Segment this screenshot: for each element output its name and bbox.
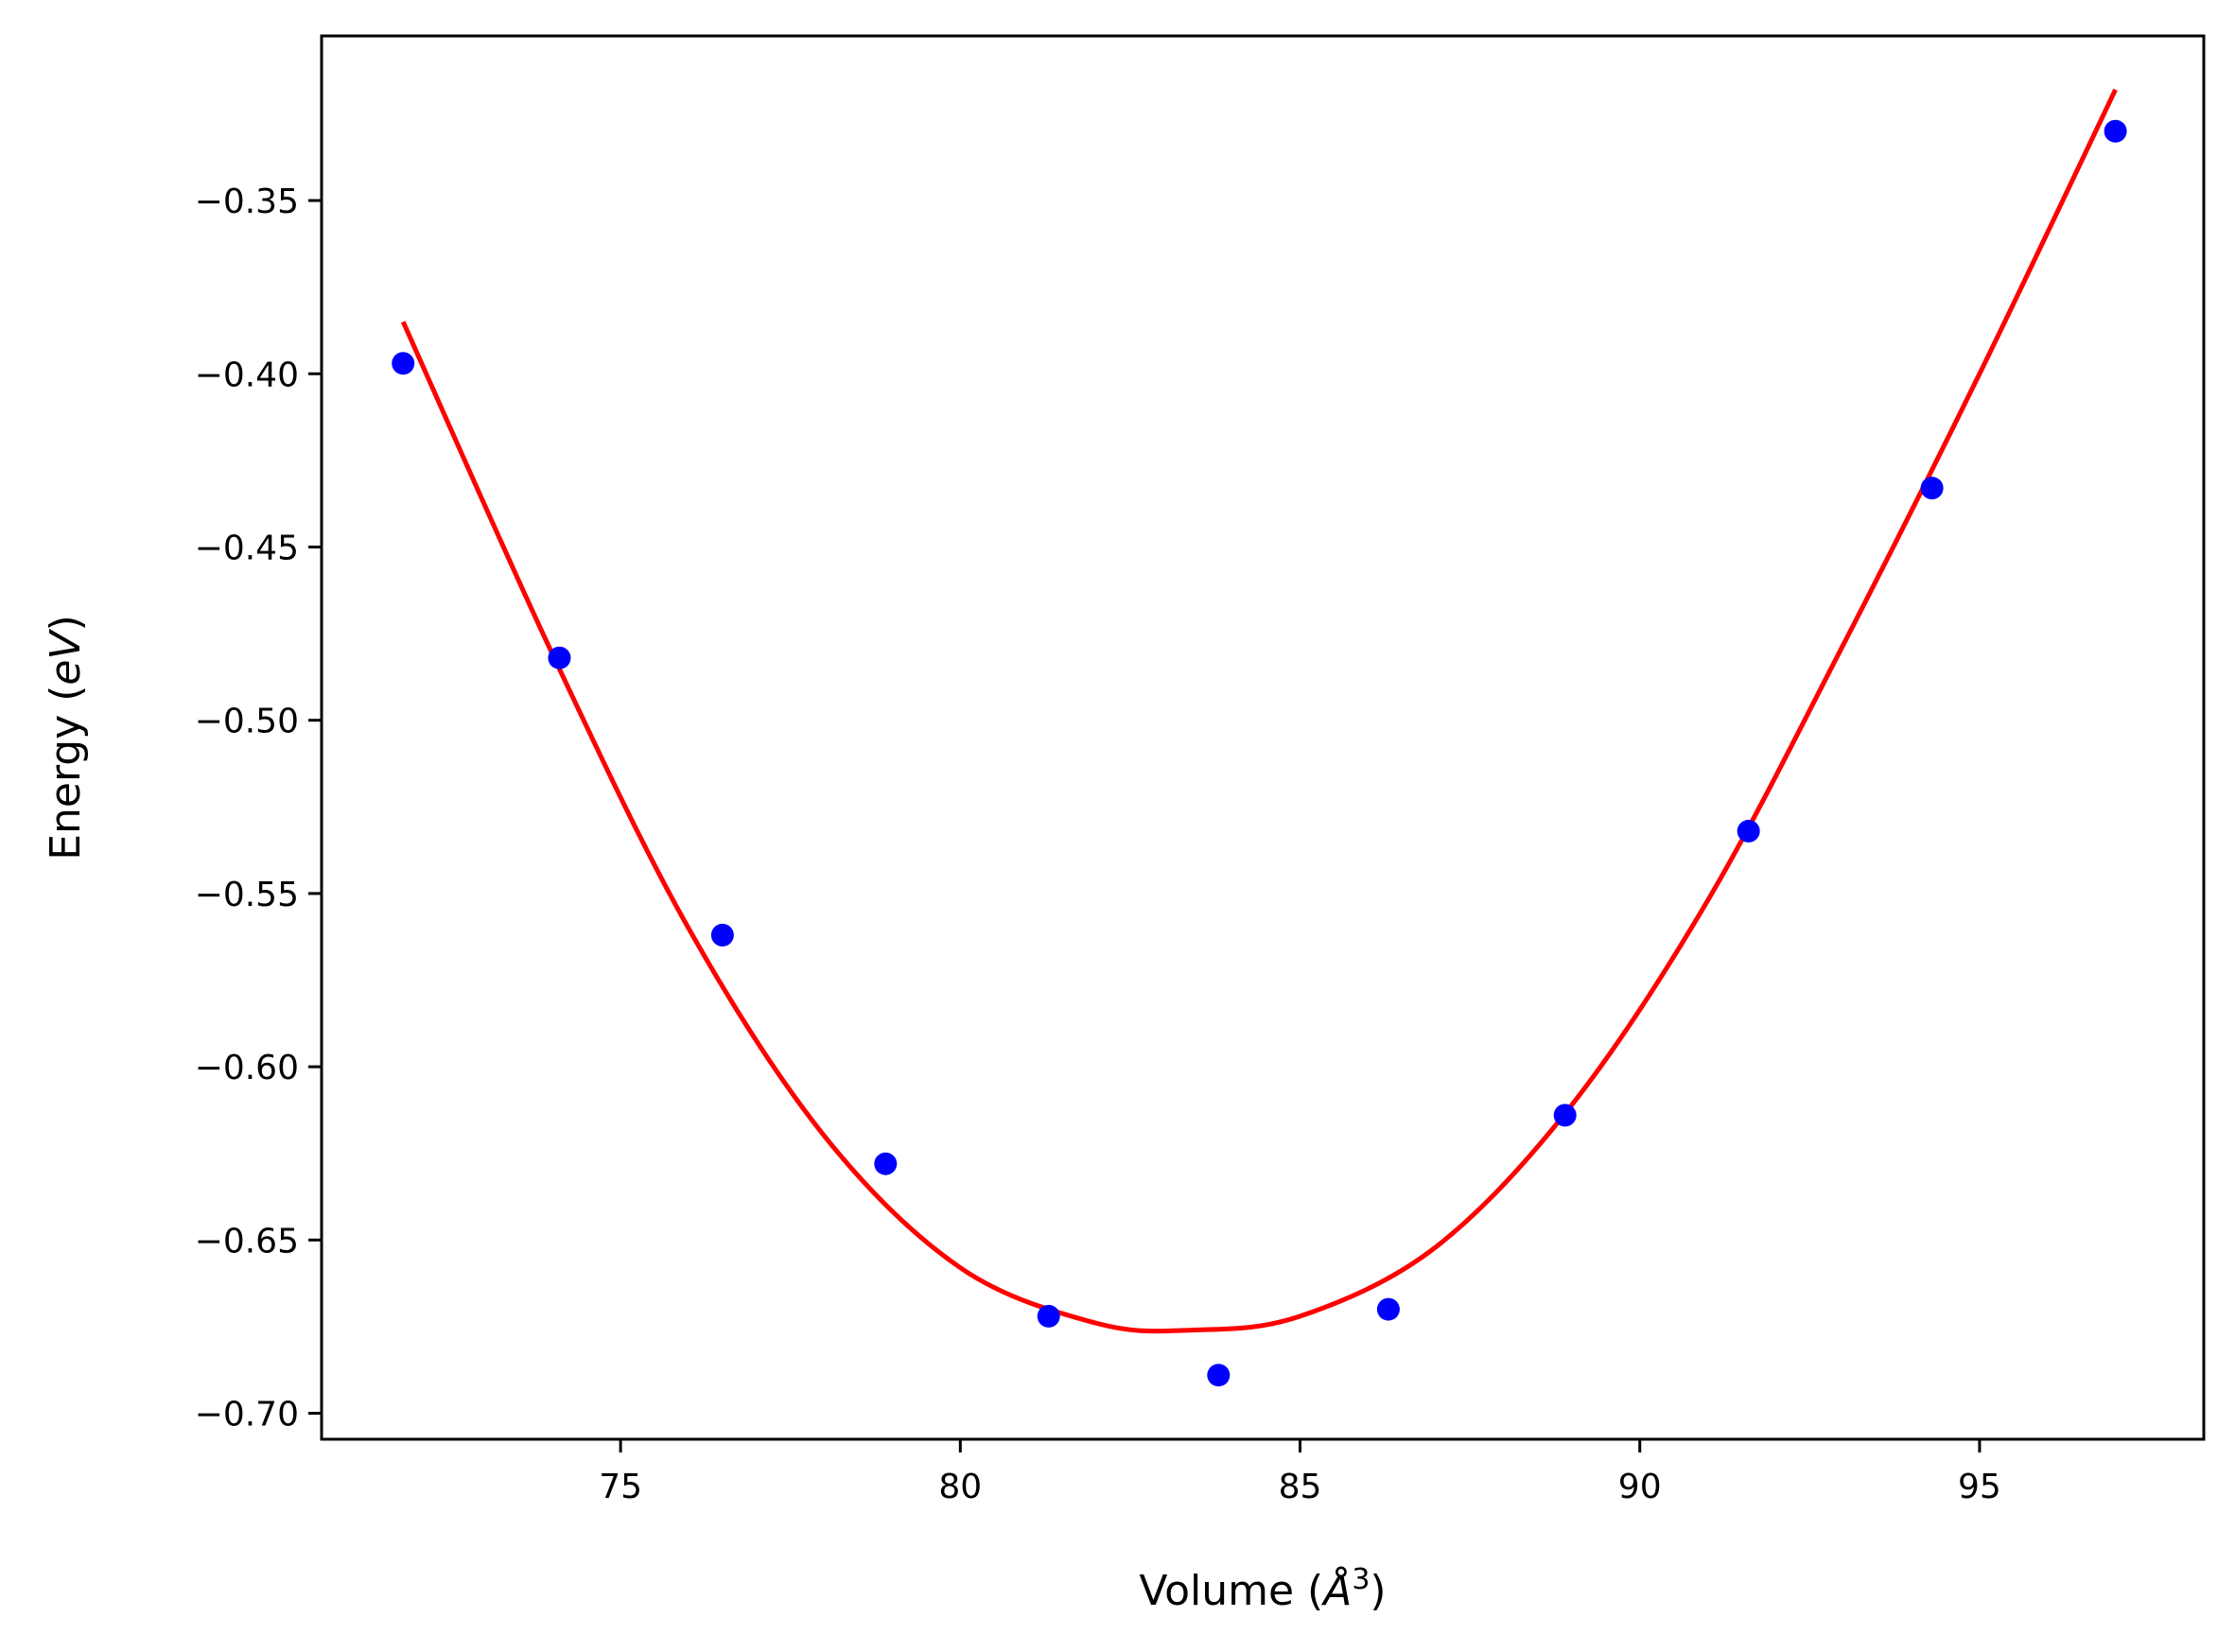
plot-frame bbox=[320, 34, 2206, 1441]
x-axis-ticks: 75 80 85 90 95 bbox=[599, 1439, 2001, 1506]
y-tick-label: −0.65 bbox=[195, 1222, 299, 1261]
plot-area bbox=[392, 88, 2127, 1387]
data-point bbox=[2104, 119, 2127, 143]
data-point bbox=[1737, 819, 1760, 843]
x-tick-label: 90 bbox=[1618, 1468, 1662, 1506]
data-point bbox=[1376, 1297, 1400, 1321]
y-tick-label: −0.50 bbox=[195, 703, 299, 741]
y-tick-label: −0.70 bbox=[195, 1396, 299, 1435]
x-tick-label: 75 bbox=[599, 1468, 642, 1506]
y-tick-label: −0.35 bbox=[195, 183, 299, 221]
x-tick-label: 85 bbox=[1279, 1468, 1322, 1506]
data-point bbox=[874, 1152, 898, 1175]
fit-curve bbox=[400, 88, 2118, 1334]
data-point bbox=[548, 646, 571, 669]
data-point bbox=[392, 352, 415, 375]
x-tick-label: 95 bbox=[1958, 1468, 2001, 1506]
y-tick-label: −0.55 bbox=[195, 876, 299, 914]
data-point bbox=[710, 923, 734, 947]
data-point bbox=[1207, 1364, 1231, 1387]
y-tick-label: −0.45 bbox=[195, 529, 299, 567]
x-tick-label: 80 bbox=[938, 1468, 982, 1506]
y-axis-ticks: −0.35 −0.40 −0.45 −0.50 −0.55 −0.60 −0.65 −0.70 bbox=[195, 183, 322, 1435]
data-point bbox=[1037, 1304, 1060, 1328]
data-point bbox=[1553, 1104, 1577, 1127]
x-axis-label: Volume (Å3) bbox=[1139, 1563, 1386, 1616]
data-point bbox=[1920, 477, 1944, 500]
y-axis-label: Energy (eV) bbox=[42, 615, 90, 861]
y-tick-label: −0.40 bbox=[195, 356, 299, 394]
y-tick-label: −0.60 bbox=[195, 1049, 299, 1087]
